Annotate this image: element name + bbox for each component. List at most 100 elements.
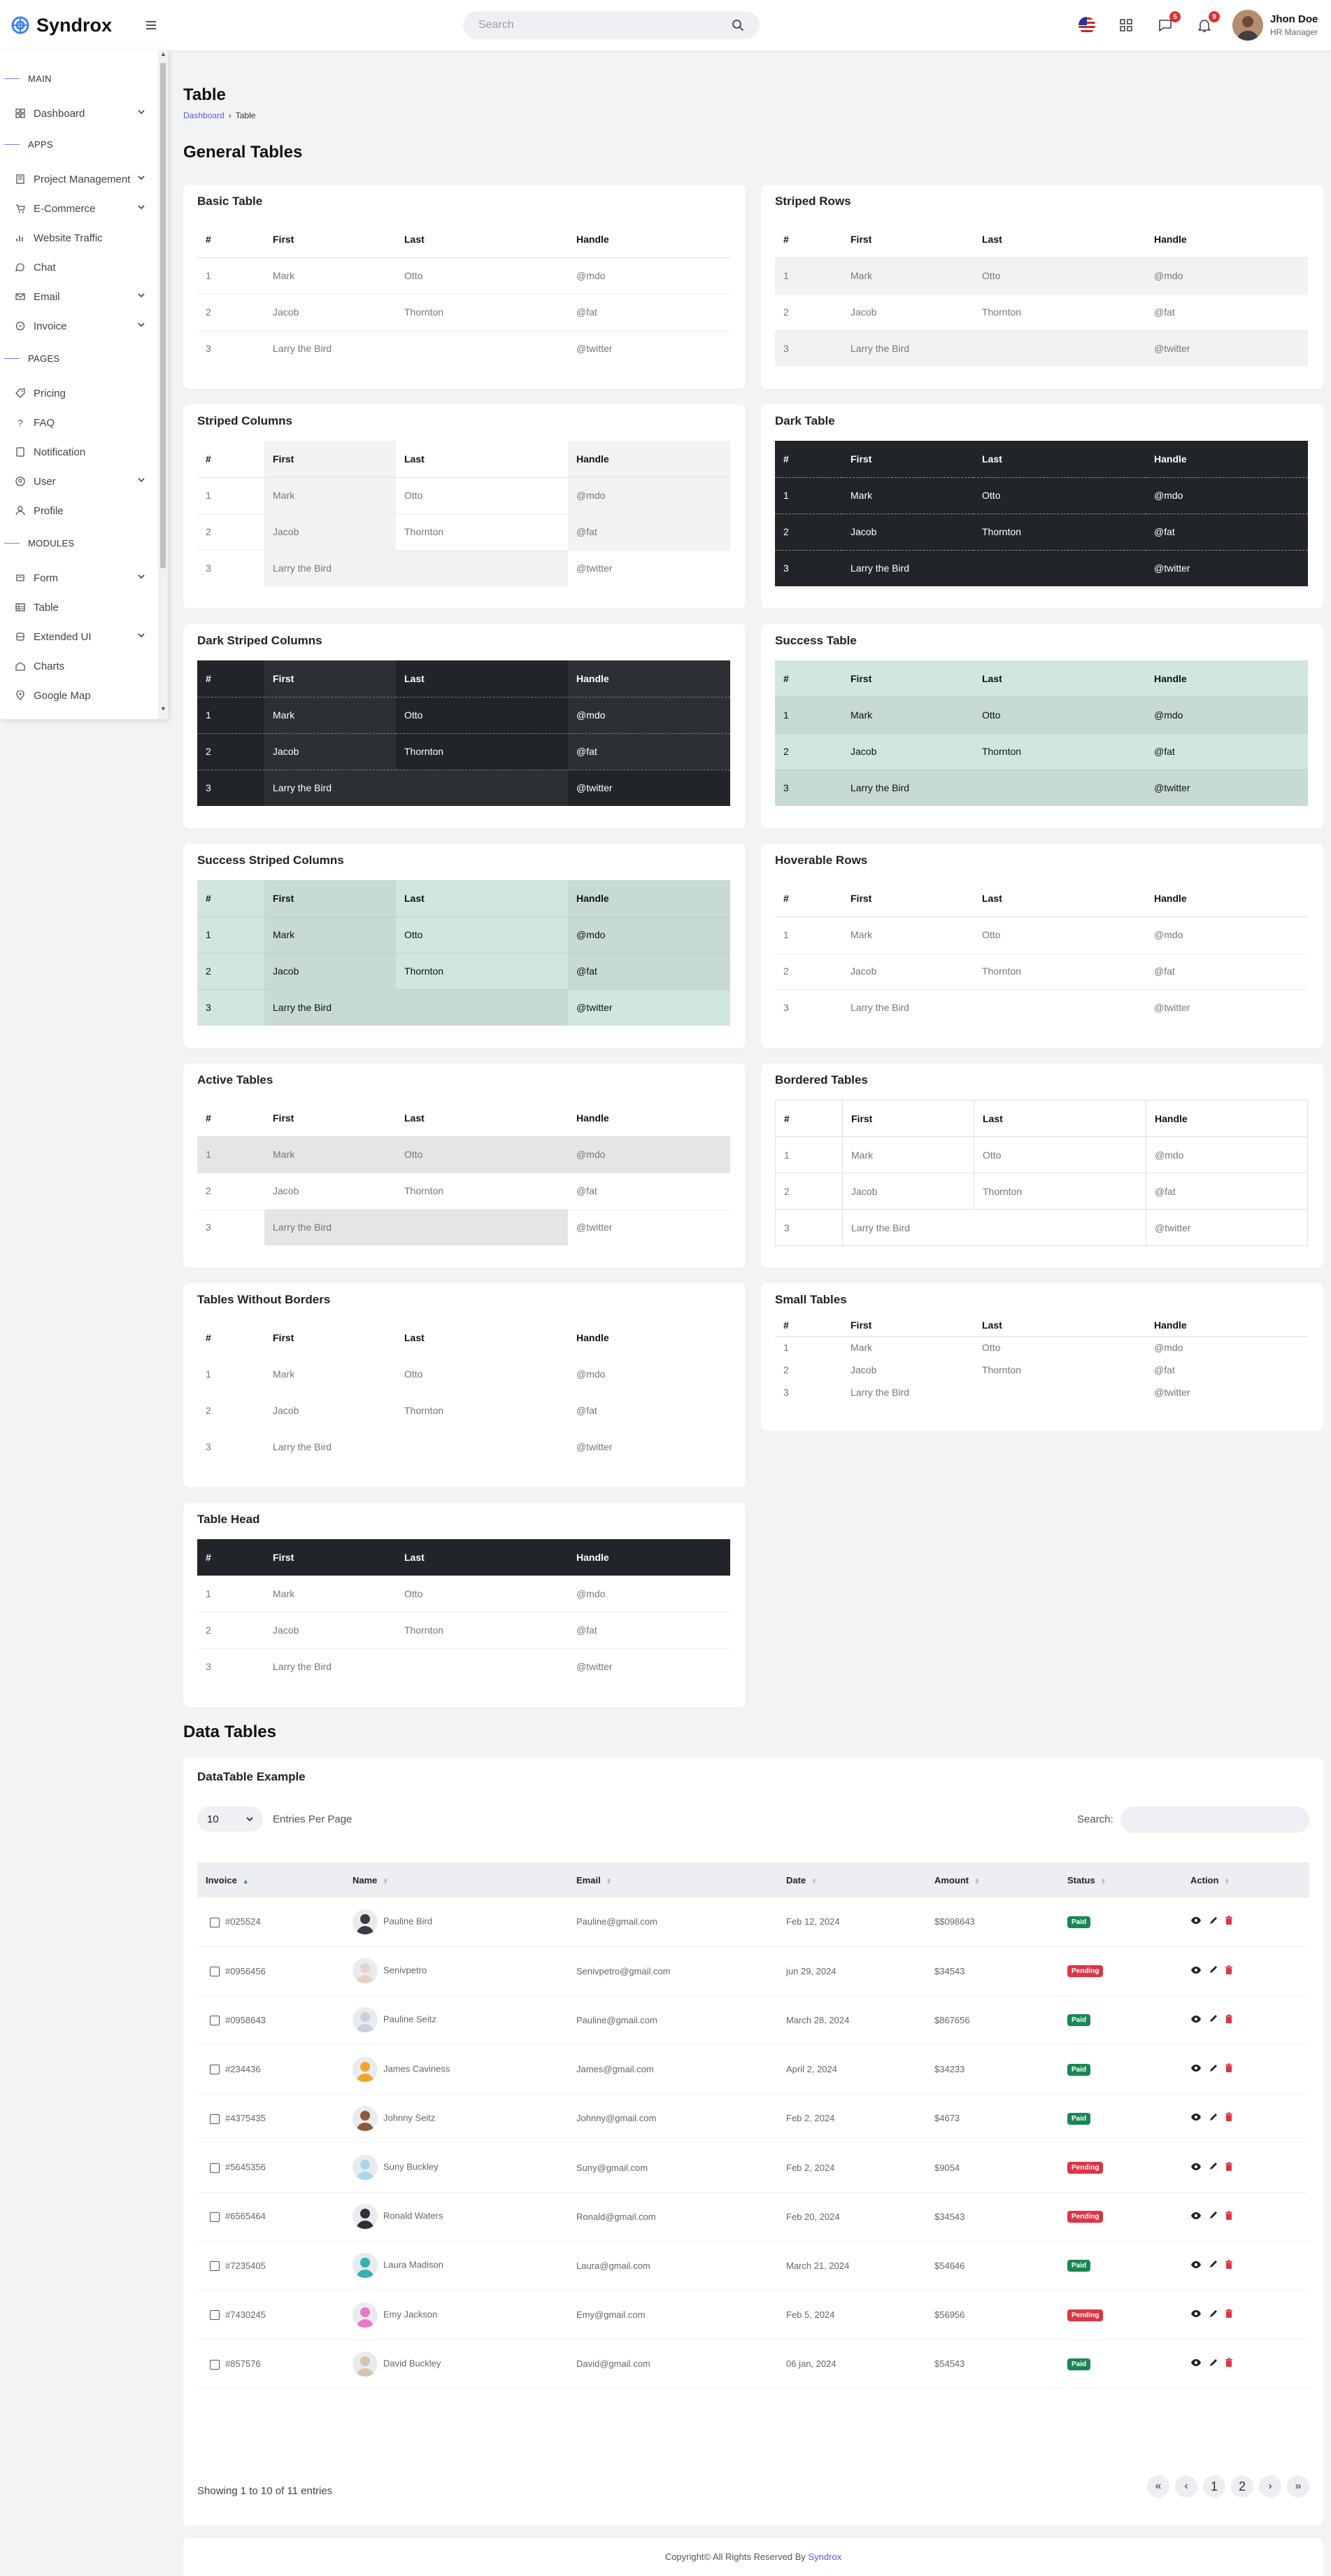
- edit-pencil-icon[interactable]: [1209, 2211, 1218, 2222]
- edit-pencil-icon[interactable]: [1209, 2309, 1218, 2321]
- row-checkbox[interactable]: [210, 2163, 220, 2173]
- sort-icon[interactable]: ⬍: [1224, 1877, 1230, 1885]
- table-row[interactable]: 1 Mark Otto @mdo: [775, 917, 1308, 954]
- entries-select[interactable]: 10: [197, 1806, 263, 1832]
- search-input[interactable]: [478, 19, 709, 31]
- edit-pencil-icon[interactable]: [1209, 1965, 1218, 1976]
- messages-icon[interactable]: 5: [1155, 11, 1181, 35]
- language-flag-icon[interactable]: [1077, 15, 1097, 35]
- delete-trash-icon[interactable]: [1225, 2358, 1233, 2370]
- sidebar-item-google-map[interactable]: Google Map: [0, 686, 155, 705]
- sidebar-item-user[interactable]: User: [0, 472, 155, 491]
- sidebar-item-notification[interactable]: Notification: [0, 442, 155, 462]
- delete-trash-icon[interactable]: [1225, 2112, 1233, 2124]
- sort-icon[interactable]: ⬍: [606, 1877, 612, 1885]
- sidebar-item-project-management[interactable]: Project Management: [0, 169, 155, 189]
- sidebar-item-website-traffic[interactable]: Website Traffic: [0, 228, 155, 248]
- sidebar-item-dashboard[interactable]: Dashboard: [0, 104, 155, 123]
- sort-icon[interactable]: ▲: [242, 1877, 249, 1885]
- scrollbar-thumb[interactable]: [160, 63, 166, 568]
- sidebar-item-chat[interactable]: Chat: [0, 257, 155, 277]
- row-checkbox[interactable]: [210, 1917, 220, 1927]
- sidebar-item-extended-ui[interactable]: Extended UI: [0, 627, 155, 646]
- sidebar-item-ecommerce[interactable]: E-Commerce: [0, 199, 155, 218]
- view-eye-icon[interactable]: [1190, 2358, 1202, 2369]
- column-header-amount[interactable]: Amount ⬍: [926, 1862, 1059, 1897]
- sort-icon[interactable]: ⬍: [974, 1877, 980, 1885]
- sidebar-item-faq[interactable]: ? FAQ: [0, 413, 155, 432]
- table-cell: Otto: [396, 477, 568, 514]
- edit-pencil-icon[interactable]: [1209, 2064, 1218, 2075]
- row-checkbox[interactable]: [210, 2212, 220, 2222]
- delete-trash-icon[interactable]: [1225, 2260, 1233, 2272]
- edit-pencil-icon[interactable]: [1209, 2113, 1218, 2124]
- row-checkbox[interactable]: [210, 2310, 220, 2321]
- view-eye-icon[interactable]: [1190, 2113, 1202, 2123]
- row-checkbox[interactable]: [210, 1967, 220, 1977]
- sidebar-item-table[interactable]: Table: [0, 597, 155, 617]
- delete-trash-icon[interactable]: [1225, 2014, 1233, 2026]
- sidebar-item-form[interactable]: Form: [0, 568, 155, 588]
- view-eye-icon[interactable]: [1190, 2309, 1202, 2320]
- app-logo[interactable]: Syndrox: [11, 13, 112, 38]
- delete-trash-icon[interactable]: [1225, 1916, 1233, 1927]
- row-checkbox[interactable]: [210, 2261, 220, 2272]
- delete-trash-icon[interactable]: [1225, 2162, 1233, 2174]
- column-header-invoice[interactable]: Invoice ▲: [197, 1862, 344, 1897]
- view-eye-icon[interactable]: [1190, 2211, 1202, 2222]
- menu-toggle-icon[interactable]: [144, 18, 158, 32]
- prev-page-button[interactable]: ‹: [1175, 2475, 1197, 2498]
- delete-trash-icon[interactable]: [1225, 2063, 1233, 2075]
- delete-trash-icon[interactable]: [1225, 1965, 1233, 1977]
- edit-pencil-icon[interactable]: [1209, 2014, 1218, 2025]
- column-header-action[interactable]: Action ⬍: [1182, 1862, 1309, 1897]
- sidebar-scrollbar[interactable]: ▲ ▼: [158, 50, 168, 719]
- sidebar-item-charts[interactable]: Charts: [0, 656, 155, 676]
- scroll-down-icon[interactable]: ▼: [160, 705, 166, 712]
- page-1-button[interactable]: 1: [1203, 2475, 1225, 2498]
- view-eye-icon[interactable]: [1190, 2260, 1202, 2271]
- row-checkbox[interactable]: [210, 2359, 220, 2370]
- delete-trash-icon[interactable]: [1225, 2211, 1233, 2223]
- footer-brand-link[interactable]: Syndrox: [808, 2552, 842, 2562]
- edit-pencil-icon[interactable]: [1209, 2358, 1218, 2370]
- datatable-search-input[interactable]: [1120, 1806, 1309, 1833]
- column-header-date[interactable]: Date ⬍: [778, 1862, 926, 1897]
- apps-grid-icon[interactable]: [1116, 15, 1136, 35]
- scroll-up-icon[interactable]: ▲: [160, 50, 166, 57]
- column-header-status[interactable]: Status ⬍: [1059, 1862, 1182, 1897]
- sidebar-item-email[interactable]: Email: [0, 287, 155, 306]
- sort-icon[interactable]: ⬍: [811, 1877, 817, 1885]
- column-header: #: [197, 1100, 264, 1137]
- next-page-button[interactable]: ›: [1259, 2475, 1281, 2498]
- sort-icon[interactable]: ⬍: [1100, 1877, 1106, 1885]
- view-eye-icon[interactable]: [1190, 1966, 1202, 1976]
- view-eye-icon[interactable]: [1190, 2064, 1202, 2074]
- table-row[interactable]: 3 Larry the Bird @twitter: [775, 989, 1308, 1026]
- first-page-button[interactable]: «: [1147, 2475, 1169, 2498]
- table-row: #0958643 Pauline Seitz Pauline@gmail.com Ma…: [197, 1995, 1309, 2046]
- page-2-button[interactable]: 2: [1231, 2475, 1253, 2498]
- notification-bell-icon[interactable]: 9: [1195, 11, 1220, 35]
- sort-icon[interactable]: ⬍: [383, 1877, 388, 1885]
- sidebar-item-profile[interactable]: Profile: [0, 501, 155, 521]
- user-menu[interactable]: Jhon Doe HR Manager: [1232, 8, 1318, 42]
- sidebar-item-invoice[interactable]: Invoice: [0, 316, 155, 336]
- row-checkbox[interactable]: [210, 2065, 220, 2075]
- row-checkbox[interactable]: [210, 2114, 220, 2124]
- column-header-name[interactable]: Name ⬍: [344, 1862, 568, 1897]
- breadcrumb-home[interactable]: Dashboard: [183, 111, 225, 120]
- view-eye-icon[interactable]: [1190, 2163, 1202, 2173]
- edit-pencil-icon[interactable]: [1209, 2260, 1218, 2271]
- view-eye-icon[interactable]: [1190, 2015, 1202, 2025]
- last-page-button[interactable]: »: [1287, 2475, 1309, 2498]
- edit-pencil-icon[interactable]: [1209, 2162, 1218, 2173]
- delete-trash-icon[interactable]: [1225, 2309, 1233, 2321]
- row-checkbox[interactable]: [210, 2016, 220, 2026]
- column-header-email[interactable]: Email ⬍: [568, 1862, 778, 1897]
- table-row[interactable]: 2 Jacob Thornton @fat: [775, 953, 1308, 990]
- edit-pencil-icon[interactable]: [1209, 1916, 1218, 1927]
- view-eye-icon[interactable]: [1190, 1916, 1202, 1927]
- sidebar-item-pricing[interactable]: Pricing: [0, 383, 155, 403]
- search-icon[interactable]: [732, 19, 744, 31]
